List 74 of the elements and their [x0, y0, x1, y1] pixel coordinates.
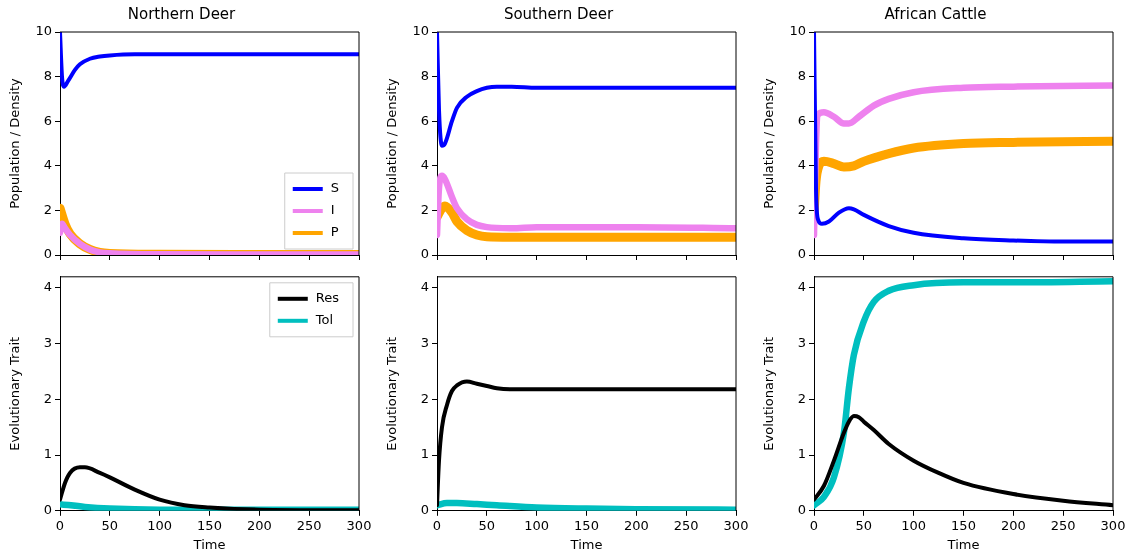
- chart-title: Northern Deer: [127, 4, 237, 23]
- y-tick-label: 4: [797, 157, 806, 173]
- y-tick-label: 4: [43, 157, 52, 173]
- y-axis-title: Evolutionary Trait: [761, 336, 777, 451]
- y-tick-label: 2: [420, 390, 429, 406]
- x-tick-label: 150: [951, 517, 976, 533]
- chart-title: African Cattle: [884, 4, 987, 23]
- x-axis-title: Time: [946, 536, 980, 552]
- y-tick-label: 2: [420, 201, 429, 217]
- x-tick-label: 150: [574, 517, 599, 533]
- x-tick-label: 100: [147, 517, 173, 533]
- x-tick-label: 100: [524, 517, 550, 533]
- y-tick-label: 3: [420, 335, 429, 351]
- line-series: [814, 32, 1113, 244]
- y-tick-label: 0: [43, 246, 52, 262]
- legend-label: Tol: [314, 312, 334, 328]
- y-axis-title: Evolutionary Trait: [384, 336, 400, 451]
- y-tick-label: 2: [797, 201, 806, 217]
- y-tick-label: 10: [789, 23, 806, 39]
- y-tick-label: 10: [35, 23, 52, 39]
- y-tick-label: 4: [43, 279, 52, 295]
- x-tick-label: 50: [101, 517, 119, 533]
- y-tick-label: 1: [797, 446, 806, 462]
- legend-label: P: [330, 224, 339, 240]
- x-tick-label: 200: [1000, 517, 1026, 533]
- y-tick-label: 8: [420, 67, 429, 83]
- legend-label: Res: [315, 290, 340, 306]
- x-tick-label: 250: [296, 517, 322, 533]
- y-axis-title: Population / Density: [7, 78, 23, 209]
- y-tick-label: 2: [43, 201, 52, 217]
- y-tick-label: 0: [420, 246, 429, 262]
- y-tick-label: 4: [420, 279, 429, 295]
- x-tick-label: 50: [478, 517, 496, 533]
- y-tick-label: 6: [43, 112, 52, 128]
- x-tick-label: 250: [1050, 517, 1076, 533]
- y-tick-label: 2: [43, 390, 52, 406]
- x-tick-label: 150: [197, 517, 222, 533]
- y-tick-label: 0: [797, 246, 806, 262]
- x-tick-label: 200: [623, 517, 649, 533]
- x-tick-label: 300: [723, 517, 749, 533]
- x-axis-title: Time: [192, 536, 226, 552]
- y-tick-label: 4: [420, 157, 429, 173]
- y-tick-label: 8: [43, 67, 52, 83]
- line-series: [437, 32, 736, 148]
- y-tick-label: 0: [43, 502, 52, 518]
- y-axis-title: Population / Density: [384, 78, 400, 209]
- y-tick-label: 6: [797, 112, 806, 128]
- y-tick-label: 3: [43, 335, 52, 351]
- x-tick-label: 0: [809, 517, 819, 533]
- y-tick-label: 6: [420, 112, 429, 128]
- x-tick-label: 300: [346, 517, 372, 533]
- x-tick-label: 250: [673, 517, 699, 533]
- y-tick-label: 1: [420, 446, 429, 462]
- y-tick-label: 3: [797, 335, 806, 351]
- y-tick-label: 4: [797, 279, 806, 295]
- y-axis-title: Population / Density: [761, 78, 777, 209]
- y-axis-title: Evolutionary Trait: [7, 336, 23, 451]
- legend-label: I: [330, 202, 335, 218]
- y-tick-label: 8: [797, 67, 806, 83]
- x-tick-label: 100: [901, 517, 927, 533]
- y-tick-label: 2: [797, 390, 806, 406]
- legend-label: S: [330, 180, 340, 196]
- line-series: [60, 32, 359, 89]
- x-tick-label: 300: [1100, 517, 1126, 533]
- chart-title: Southern Deer: [503, 4, 614, 23]
- y-tick-label: 10: [412, 23, 429, 39]
- x-tick-label: 200: [246, 517, 272, 533]
- x-tick-label: 0: [432, 517, 442, 533]
- y-tick-label: 1: [43, 446, 52, 462]
- x-tick-label: 50: [855, 517, 873, 533]
- x-axis-title: Time: [569, 536, 603, 552]
- y-tick-label: 0: [797, 502, 806, 518]
- x-tick-label: 0: [55, 517, 65, 533]
- y-tick-label: 0: [420, 502, 429, 518]
